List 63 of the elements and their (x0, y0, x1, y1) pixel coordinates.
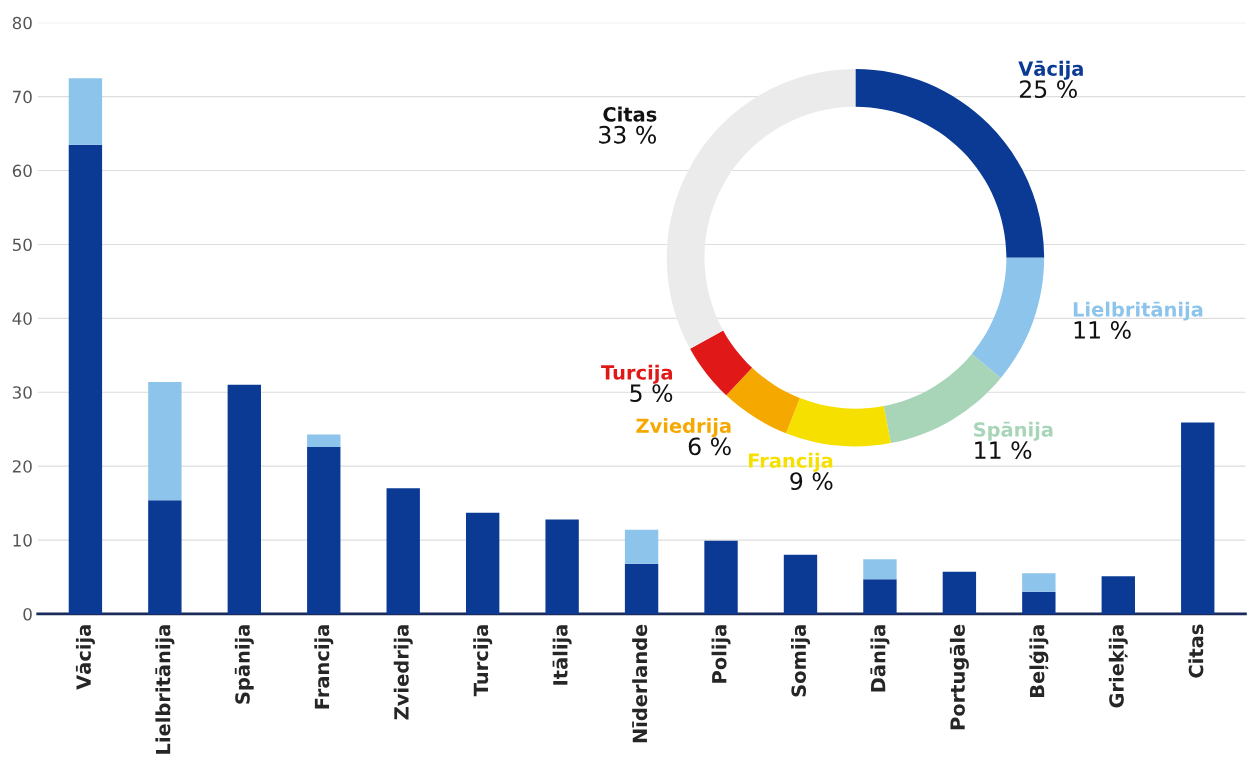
slice-label: Lielbritānija (1073, 301, 1203, 321)
x-tick-label: Francija (314, 625, 334, 709)
slice-label: Turcija (601, 364, 673, 384)
x-tick-label: Lielbritānija (155, 625, 175, 754)
y-tick-label: 50 (12, 238, 32, 252)
slice-label: Vācija (1018, 60, 1083, 80)
donut-slice (666, 69, 856, 349)
bar (148, 500, 182, 614)
y-tick-label: 10 (13, 534, 32, 547)
bar (465, 512, 500, 614)
y-tick-label: 30 (12, 386, 32, 399)
y-tick-label: 40 (12, 312, 32, 325)
x-tick-label: Polija (711, 625, 731, 683)
bar (1022, 591, 1056, 614)
data-label: 6 % (688, 437, 731, 456)
bar (1181, 422, 1215, 614)
bar (624, 529, 659, 564)
x-tick-label: Zviedrija (393, 625, 413, 720)
bar (545, 519, 579, 614)
bar (227, 384, 261, 614)
x-tick-label: Citas (1188, 624, 1204, 678)
y-tick-label: 60 (12, 164, 32, 178)
x-tick-label: Spānija (234, 625, 254, 704)
x-tick-label: Grieķija (1108, 625, 1128, 708)
y-tick-label: 0 (23, 607, 32, 621)
data-label: 33 % (599, 125, 656, 144)
bar (1022, 573, 1056, 592)
x-tick-label: Beļģija (1029, 625, 1049, 697)
x-tick-label: Dānija (870, 625, 890, 692)
slice-label: Citas (603, 106, 657, 122)
x-tick-label: Vācija (75, 625, 95, 690)
bar (863, 579, 897, 614)
x-tick-label: Itālija (552, 625, 572, 685)
bar (1101, 576, 1135, 614)
y-tick-label: 80 (12, 16, 32, 30)
x-tick-label: Somija (791, 625, 810, 697)
data-label: 25 % (1019, 80, 1077, 99)
donut-slice (690, 330, 753, 396)
bar (783, 554, 818, 614)
bar (68, 144, 103, 614)
donut-slice (785, 398, 891, 447)
bar (307, 446, 341, 614)
bar (942, 571, 977, 614)
y-tick-label: 20 (12, 460, 32, 473)
bar (386, 488, 420, 614)
slice-label: Spānija (974, 421, 1053, 441)
bar (863, 559, 897, 580)
slice-label: Zviedrija (636, 418, 731, 437)
data-label: 11 % (975, 441, 1032, 460)
slice-label: Francija (748, 452, 833, 472)
bar (624, 563, 659, 614)
bar (704, 540, 738, 614)
bar (148, 381, 182, 501)
x-tick-label: Turcija (473, 625, 493, 697)
data-label: 11 % (1074, 321, 1131, 339)
data-label: 9 % (790, 472, 833, 491)
bar (68, 78, 103, 145)
y-tick-label: 70 (13, 90, 32, 104)
x-tick-label: Nīderlande (632, 624, 648, 743)
data-label: 5 % (630, 384, 673, 402)
donut-slice (971, 257, 1045, 378)
bar (307, 434, 341, 447)
x-tick-label: Portugāle (949, 624, 969, 730)
